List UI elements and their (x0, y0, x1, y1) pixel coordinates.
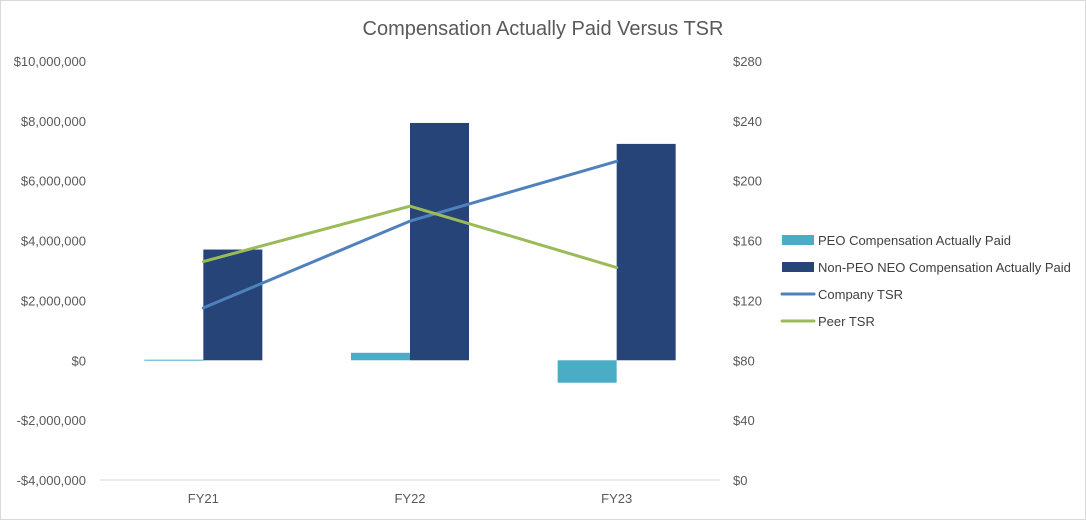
axes: $10,000,000 $8,000,000 $6,000,000 $4,000,00… (14, 54, 762, 506)
bars (144, 122, 676, 383)
bar-peo-compensation-actually-paid-fy21 (144, 359, 204, 361)
right-tick-label: $80 (733, 353, 755, 368)
legend-swatch-non-peo-neo-compensation-actually-paid (782, 262, 814, 272)
left-tick-label: $2,000,000 (21, 293, 86, 308)
legend-label-peo-compensation-actually-paid: PEO Compensation Actually Paid (818, 233, 1011, 248)
right-tick-label: $200 (733, 174, 762, 189)
legend-swatch-peo-compensation-actually-paid (782, 235, 814, 245)
right-tick-label: $0 (733, 473, 747, 488)
x-tick-label: FY21 (188, 491, 219, 506)
left-tick-label: $10,000,000 (14, 54, 86, 69)
left-tick-label: -$4,000,000 (17, 473, 86, 488)
right-tick-label: $40 (733, 413, 755, 428)
right-tick-label: $240 (733, 114, 762, 129)
left-tick-label: $4,000,000 (21, 234, 86, 249)
legend: PEO Compensation Actually Paid Non-PEO NE… (780, 233, 1071, 329)
right-tick-label: $120 (733, 293, 762, 308)
lines (201, 159, 619, 310)
chart-title: Compensation Actually Paid Versus TSR (363, 18, 724, 40)
line-company-tsr (201, 159, 619, 310)
bar-peo-compensation-actually-paid-fy22 (351, 352, 410, 361)
x-tick-label: FY22 (394, 491, 425, 506)
left-tick-label: $6,000,000 (21, 174, 86, 189)
line-peer-tsr (201, 204, 619, 270)
legend-label-peer-tsr: Peer TSR (818, 314, 875, 329)
bar-non-peo-neo-compensation-actually-paid-fy23 (616, 143, 676, 361)
left-tick-label: $0 (72, 353, 86, 368)
right-tick-label: $160 (733, 234, 762, 249)
right-tick-label: $280 (733, 54, 762, 69)
left-tick-label: -$2,000,000 (17, 413, 86, 428)
legend-label-non-peo-neo-compensation-actually-paid: Non-PEO NEO Compensation Actually Paid (818, 260, 1071, 275)
bar-peo-compensation-actually-paid-fy23 (557, 360, 617, 383)
bar-non-peo-neo-compensation-actually-paid-fy22 (410, 122, 469, 361)
left-tick-label: $8,000,000 (21, 114, 86, 129)
legend-label-company-tsr: Company TSR (818, 287, 903, 302)
x-tick-label: FY23 (601, 491, 632, 506)
